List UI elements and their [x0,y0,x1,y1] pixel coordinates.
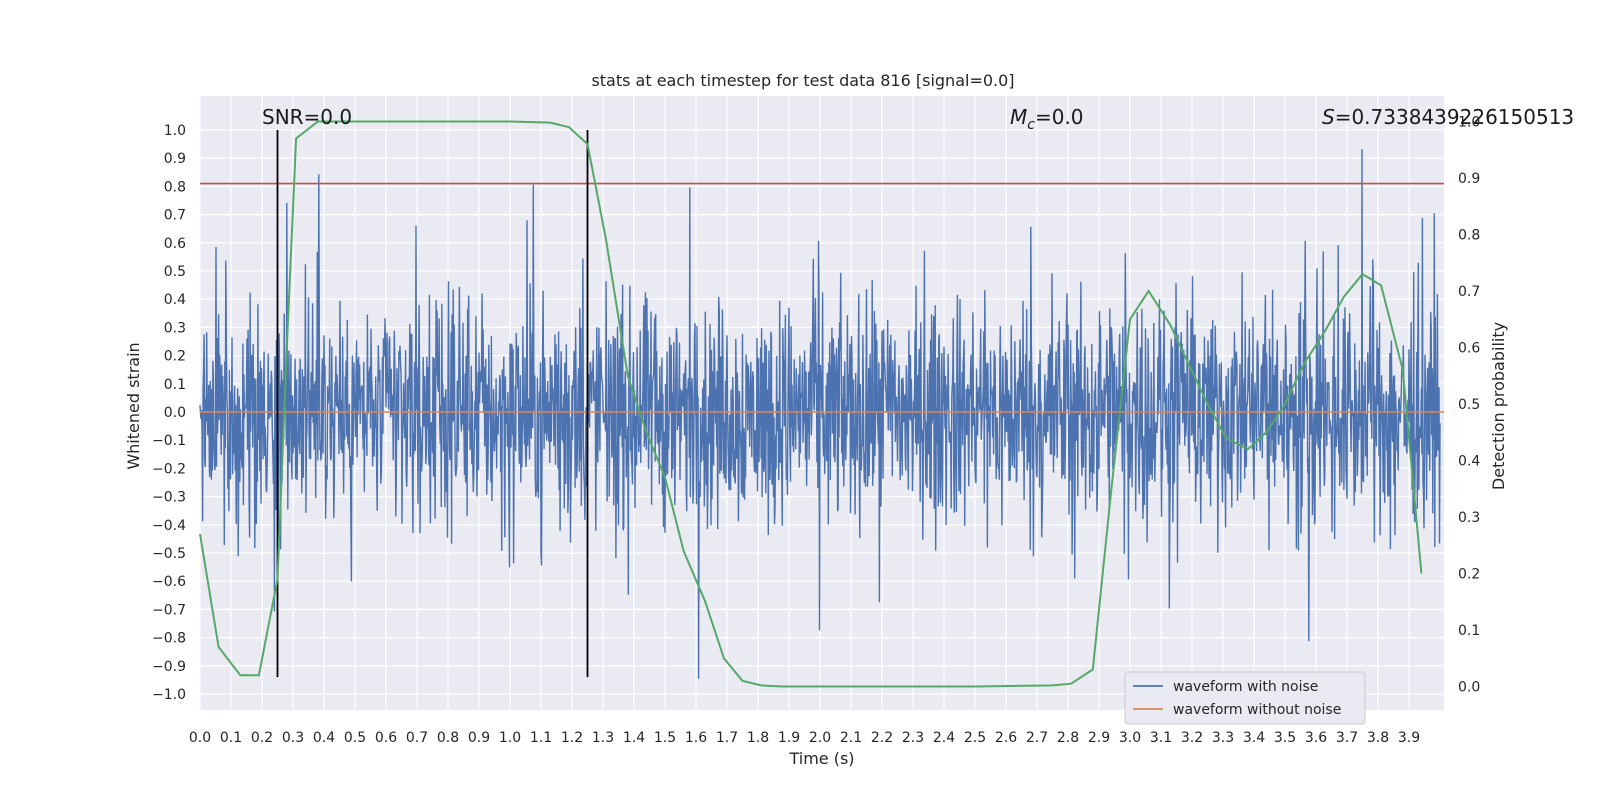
y-tick-label: −0.7 [152,602,186,618]
x-tick-label: 0.0 [189,730,211,746]
x-tick-label: 1.1 [530,730,552,746]
right-y-tick-label: 0.5 [1458,397,1480,413]
y-tick-label: −0.1 [152,433,186,449]
y-tick-label: −1.0 [152,687,186,703]
x-tick-label: 1.8 [747,730,769,746]
y-tick-label: 0.7 [164,208,186,224]
y-tick-label: 0.8 [164,179,186,195]
y-tick-label: −0.2 [152,461,186,477]
x-tick-label: 0.1 [220,730,242,746]
y-tick-label: 0.9 [164,151,186,167]
x-tick-label: 3.2 [1181,730,1203,746]
x-tick-label: 0.7 [406,730,428,746]
y-tick-label: 0.6 [164,236,186,252]
chirp-mass-annotation: Mc=0.0 [1010,105,1084,133]
y-tick-label: 0.5 [164,264,186,280]
y-tick-label: 0.4 [164,292,186,308]
y-tick-label: 0.2 [164,349,186,365]
legend-label-clean: waveform without noise [1173,702,1341,718]
x-axis-label: Time (s) [788,749,854,768]
x-tick-label: 2.6 [995,730,1017,746]
x-tick-label: 2.5 [964,730,986,746]
y-tick-label: −0.8 [152,631,186,647]
y-tick-label: 0.3 [164,320,186,336]
x-tick-label: 3.4 [1243,730,1265,746]
x-tick-label: 1.5 [654,730,676,746]
x-tick-label: 0.2 [251,730,273,746]
x-tick-label: 3.3 [1212,730,1234,746]
x-tick-label: 0.9 [468,730,490,746]
x-tick-label: 0.4 [313,730,335,746]
y-tick-label: −0.4 [152,518,186,534]
snr-annotation: SNR=0.0 [262,105,352,129]
waveform-with-noise-line [199,149,1441,679]
x-tick-label: 2.7 [1026,730,1048,746]
chart-title: stats at each timestep for test data 816… [591,71,1014,90]
right-y-tick-label: 0.9 [1458,171,1480,187]
x-tick-label: 0.8 [437,730,459,746]
x-tick-label: 1.7 [716,730,738,746]
x-tick-label: 2.2 [871,730,893,746]
right-y-tick-label: 0.4 [1458,454,1480,470]
detection-probability-line [199,120,1423,688]
right-y-tick-labels: 1.0 0.9 0.8 0.7 0.6 0.5 0.4 0.3 0.2 0.1 0.0 [1458,115,1480,696]
x-tick-label: 2.4 [933,730,955,746]
x-tick-label: 3.1 [1150,730,1172,746]
y-tick-label: −0.3 [152,490,186,506]
legend: waveform with noise waveform without noi… [1124,671,1366,725]
snr-statistic-annotation: S=0.7338439226150513 [1322,105,1574,129]
x-tick-label: 1.4 [623,730,645,746]
waveform-with-noise-series [199,149,1441,679]
right-y-tick-label: 0.3 [1458,510,1480,526]
x-tick-label: 2.9 [1088,730,1110,746]
y-tick-label: 0.1 [164,377,186,393]
x-tick-label: 3.6 [1305,730,1327,746]
x-tick-label: 1.3 [592,730,614,746]
y-tick-label: −0.9 [152,659,186,675]
left-y-tick-labels: 1.0 0.9 0.8 0.7 0.6 0.5 0.4 0.3 0.2 0.1 0.0 −0.1 −0.… [152,123,186,703]
y-tick-label: 1.0 [164,123,186,139]
x-tick-label: 3.9 [1398,730,1420,746]
x-tick-label: 0.3 [282,730,304,746]
x-tick-label: 1.2 [561,730,583,746]
x-tick-label: 2.3 [902,730,924,746]
x-tick-label: 3.7 [1336,730,1358,746]
x-tick-label: 0.5 [344,730,366,746]
x-tick-labels: 0.0 0.1 0.2 0.3 0.4 0.5 0.6 0.7 0.8 0.9 1.0 1.1 1.2 1… [189,730,1420,746]
legend-label-noise: waveform with noise [1173,679,1318,695]
x-tick-label: 1.0 [499,730,521,746]
right-y-tick-label: 0.7 [1458,284,1480,300]
x-tick-label: 3.5 [1274,730,1296,746]
right-y-tick-label: 0.1 [1458,623,1480,639]
y-axis-label: Whitened strain [124,342,143,469]
right-y-tick-label: 0.8 [1458,228,1480,244]
x-tick-label: 3.8 [1367,730,1389,746]
y-tick-label: −0.6 [152,574,186,590]
right-y-tick-label: 0.6 [1458,341,1480,357]
y-tick-label: −0.5 [152,546,186,562]
x-tick-label: 3.0 [1119,730,1141,746]
vertical-markers [276,130,589,678]
right-y-axis-label: Detection probability [1489,322,1508,490]
x-tick-label: 2.1 [840,730,862,746]
y-tick-label: 0.0 [164,405,186,421]
x-tick-label: 2.8 [1057,730,1079,746]
right-y-tick-label: 1.0 [1458,115,1480,131]
x-tick-label: 1.6 [685,730,707,746]
right-y-tick-label: 0.2 [1458,567,1480,583]
x-tick-label: 2.0 [809,730,831,746]
x-tick-label: 1.9 [778,730,800,746]
x-tick-label: 0.6 [375,730,397,746]
right-y-tick-label: 0.0 [1458,680,1480,696]
